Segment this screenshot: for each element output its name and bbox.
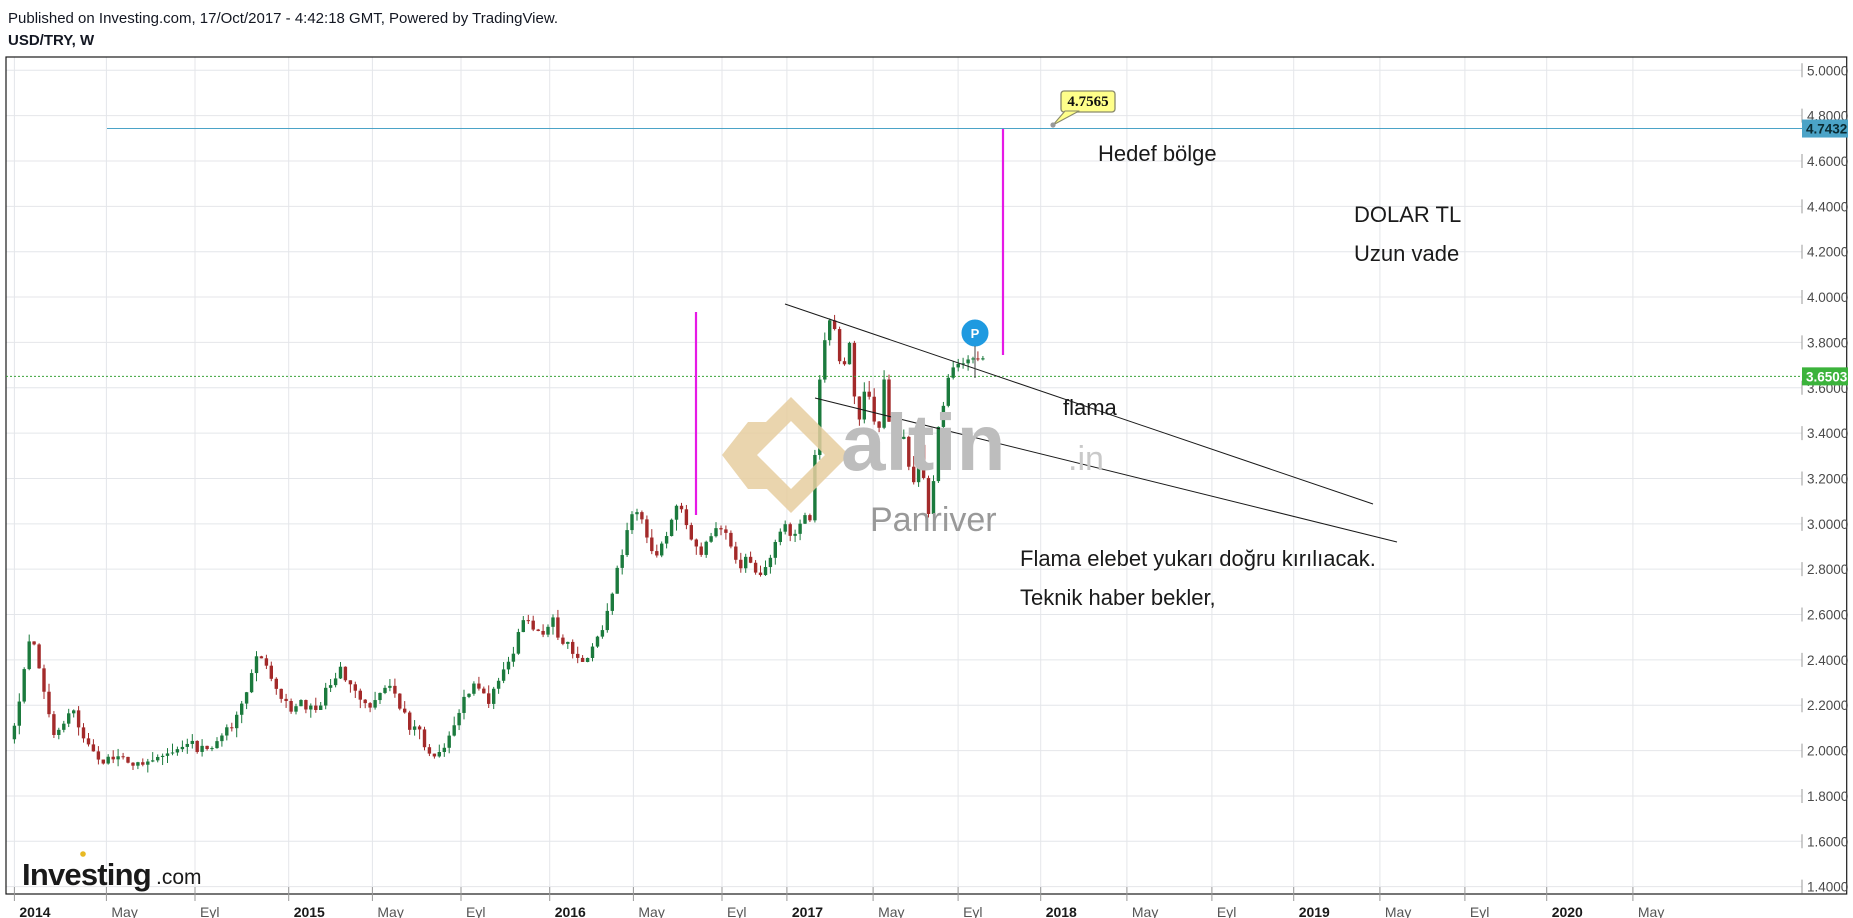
svg-text:2016: 2016	[555, 904, 586, 918]
svg-text:Eyl: Eyl	[727, 904, 746, 918]
svg-text:Uzun vade: Uzun vade	[1354, 241, 1459, 266]
svg-text:Eyl: Eyl	[963, 904, 982, 918]
svg-text:4.6000: 4.6000	[1807, 154, 1848, 169]
svg-text:2019: 2019	[1299, 904, 1330, 918]
svg-text:2.8000: 2.8000	[1807, 562, 1848, 577]
svg-text:Hedef bölge: Hedef bölge	[1098, 141, 1217, 166]
svg-text:2014: 2014	[19, 904, 50, 918]
svg-text:May: May	[111, 904, 137, 918]
svg-text:4.0000: 4.0000	[1807, 290, 1848, 305]
svg-text:DOLAR TL: DOLAR TL	[1354, 202, 1461, 227]
svg-text:3.0000: 3.0000	[1807, 517, 1848, 532]
svg-text:2020: 2020	[1552, 904, 1583, 918]
svg-text:Eyl: Eyl	[466, 904, 485, 918]
svg-text:Eyl: Eyl	[200, 904, 219, 918]
svg-text:2.6000: 2.6000	[1807, 608, 1848, 623]
svg-text:Panriver: Panriver	[870, 501, 997, 539]
svg-text:3.4000: 3.4000	[1807, 426, 1848, 441]
svg-text:3.6503: 3.6503	[1806, 369, 1848, 384]
svg-text:2.2000: 2.2000	[1807, 698, 1848, 713]
svg-text:5.0000: 5.0000	[1807, 63, 1848, 78]
svg-text:P: P	[971, 326, 980, 341]
svg-text:May: May	[878, 904, 904, 918]
svg-text:Flama elebet yukarı doğru kırı: Flama elebet yukarı doğru kırılıacak.	[1020, 546, 1376, 571]
svg-text:Eyl: Eyl	[1470, 904, 1489, 918]
svg-text:2017: 2017	[792, 904, 823, 918]
svg-text:.in: .in	[1068, 440, 1104, 478]
svg-text:4.2000: 4.2000	[1807, 245, 1848, 260]
svg-text:Eyl: Eyl	[1217, 904, 1236, 918]
svg-text:4.7432: 4.7432	[1806, 122, 1847, 137]
svg-text:1.8000: 1.8000	[1807, 789, 1848, 804]
svg-text:May: May	[1385, 904, 1411, 918]
svg-text:2015: 2015	[294, 904, 325, 918]
svg-text:4.4000: 4.4000	[1807, 199, 1848, 214]
svg-text:Investing: Investing	[22, 857, 151, 892]
svg-text:flama: flama	[1063, 395, 1118, 420]
svg-text:1.6000: 1.6000	[1807, 834, 1848, 849]
svg-text:3.2000: 3.2000	[1807, 471, 1848, 486]
svg-text:May: May	[1638, 904, 1664, 918]
svg-text:May: May	[377, 904, 403, 918]
svg-text:2.4000: 2.4000	[1807, 653, 1848, 668]
svg-text:Teknik haber bekler,: Teknik haber bekler,	[1020, 585, 1216, 610]
svg-text:2018: 2018	[1046, 904, 1077, 918]
svg-text:May: May	[1132, 904, 1158, 918]
svg-text:4.7565: 4.7565	[1067, 94, 1108, 110]
svg-text:1.4000: 1.4000	[1807, 880, 1848, 895]
svg-text:2.0000: 2.0000	[1807, 744, 1848, 759]
svg-text:3.8000: 3.8000	[1807, 335, 1848, 350]
svg-text:May: May	[638, 904, 664, 918]
svg-text:.com: .com	[156, 866, 202, 889]
svg-text:altin: altin	[841, 398, 1005, 487]
